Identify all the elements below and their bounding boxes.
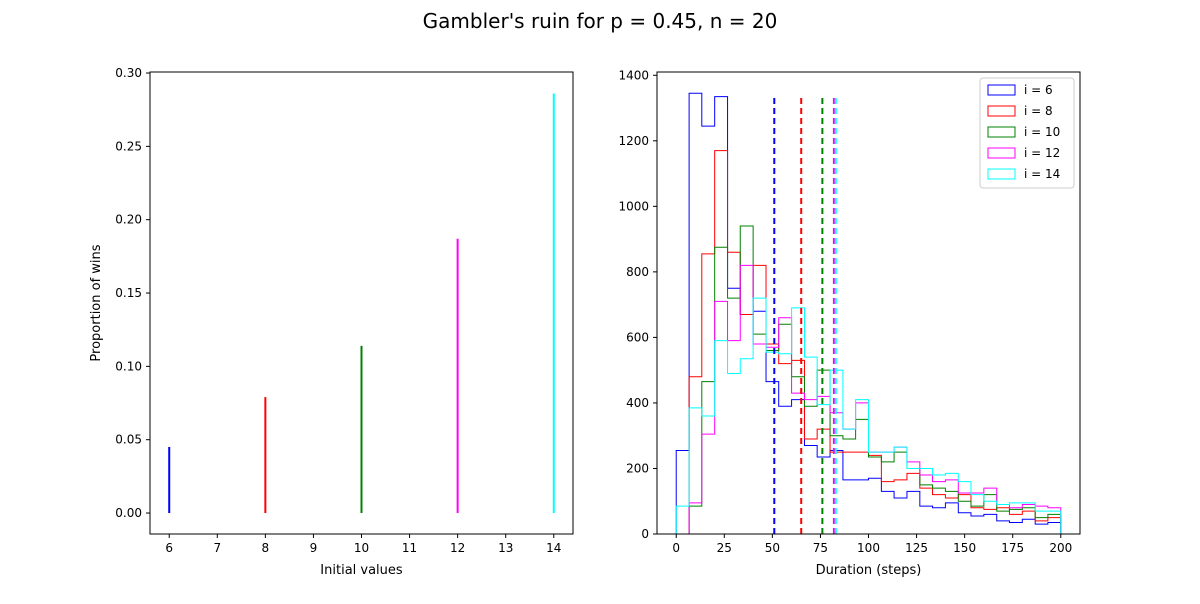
histogram-series-i-8 [676,150,1062,535]
legend-label: i = 10 [1024,125,1060,139]
right-x-tick-label: 0 [672,541,680,555]
right-y-tick-label: 400 [626,396,649,410]
left-x-tick-label: 6 [165,541,173,555]
left-x-tick-label: 8 [262,541,270,555]
right-x-axis-label: Duration (steps) [816,563,922,578]
mean-duration-lines [773,94,837,534]
figure-title: Gambler's ruin for p = 0.45, n = 20 [423,9,778,33]
right-y-tick-label: 200 [626,461,649,475]
left-y-tick-label: 0.30 [115,66,142,80]
right-x-tick-label: 175 [1001,541,1024,555]
histogram-series-i-10 [676,225,1062,535]
stem-chart: 6 7 8 9 10 11 12 13 14 0.000.050.100.150.200.250… [89,66,574,578]
left-y-axis-label: Proportion of wins [89,244,104,361]
legend-swatch [987,84,1016,96]
left-y-tick-label: 0.00 [115,506,142,520]
right-x-axis: 0 25 50 75 100 125 150 175 200 [672,534,1072,555]
right-x-tick-label: 150 [953,541,976,555]
right-y-tick-label: 800 [626,265,649,279]
legend-label: i = 14 [1024,167,1060,181]
left-x-tick-label: 9 [310,541,318,555]
left-x-tick-label: 7 [213,541,221,555]
legend-swatch [987,147,1016,159]
legend-label: i = 6 [1024,83,1053,97]
right-y-tick-label: 0 [641,527,649,541]
legend-label: i = 12 [1024,146,1060,160]
left-x-axis-label: Initial values [320,563,403,578]
left-x-tick-label: 10 [354,541,369,555]
left-x-tick-label: 13 [498,541,513,555]
right-x-tick-label: 50 [765,541,780,555]
left-x-tick-label: 11 [402,541,417,555]
right-x-tick-label: 75 [813,541,828,555]
legend-swatch [987,105,1016,117]
stem-series [168,93,555,514]
left-x-tick-label: 12 [450,541,465,555]
left-y-axis: 0.00 0.05 0.10 0.15 0.20 0.25 0.30 [115,66,150,520]
legend-swatch [987,126,1016,138]
legend-label: i = 8 [1024,104,1053,118]
right-x-tick-label: 200 [1049,541,1072,555]
right-y-axis: 0 200 400 600 800 1000 1200 1400 [618,68,657,541]
right-y-tick-label: 600 [626,330,649,344]
left-y-tick-label: 0.10 [115,359,142,373]
right-x-tick-label: 125 [905,541,928,555]
left-x-tick-label: 14 [546,541,561,555]
right-x-tick-label: 25 [717,541,732,555]
right-y-tick-label: 1400 [618,68,649,82]
right-y-tick-label: 1000 [618,199,649,213]
legend-swatch [987,168,1016,180]
left-y-tick-label: 0.15 [115,286,142,300]
histogram-series-i-14 [675,297,1062,534]
right-x-tick-label: 100 [857,541,880,555]
left-y-tick-label: 0.20 [115,213,142,227]
duration-histogram-chart: 0 25 50 75 100 125 150 175 200 0 200 400 600 800 1000… [618,68,1081,578]
left-x-axis: 6 7 8 9 10 11 12 13 14 [165,534,561,555]
left-y-tick-label: 0.25 [115,139,142,153]
histogram-series [675,92,1062,535]
right-y-tick-label: 1200 [618,134,649,148]
legend: i = 6 i = 8 i = 10 i = 12 i = 14 [979,77,1075,189]
left-y-tick-label: 0.05 [115,433,142,447]
